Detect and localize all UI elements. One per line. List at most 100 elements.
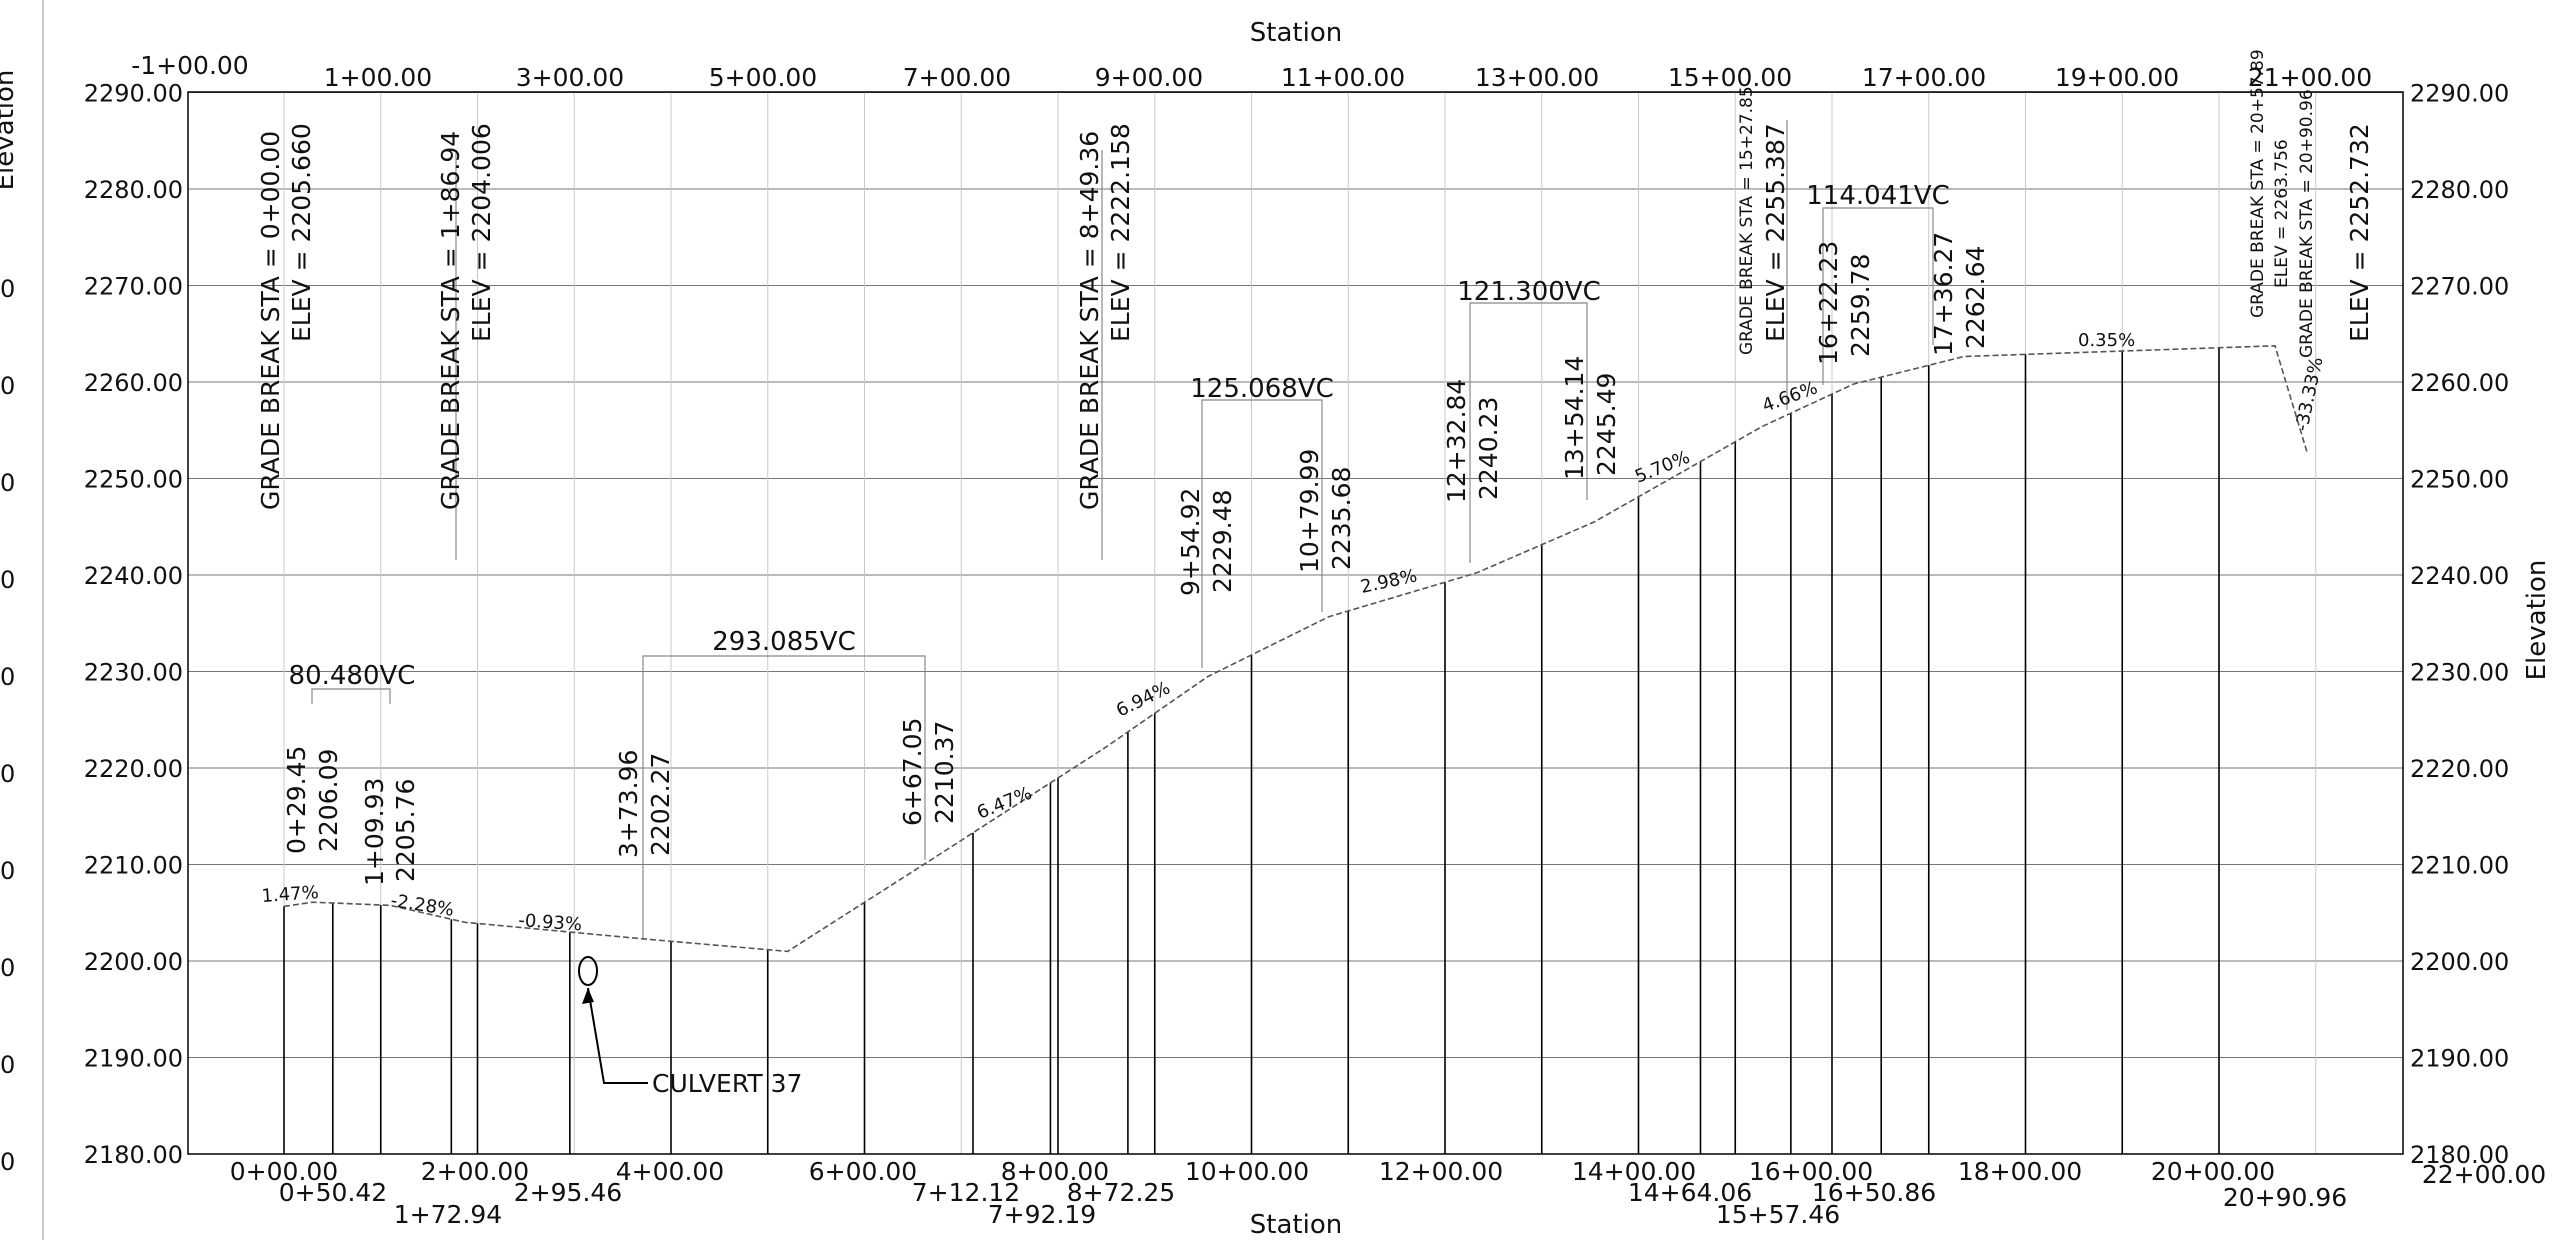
point-elev: 2229.48 (1208, 490, 1237, 593)
point-elev: 2245.49 (1592, 373, 1621, 476)
left-elevation-labels: 2290.00 2280.00 2270.00 2260.00 2250.00 2240.… (84, 80, 183, 1170)
point-station: 1+09.93 (360, 778, 389, 886)
top-station-label: 3+00.00 (516, 63, 624, 92)
grade-break-station: GRADE BREAK STA = 15+27.85 (1737, 86, 1757, 355)
bottom-station-label: 20+00.00 (2151, 1157, 2275, 1186)
vc-bracket-5 (1822, 207, 1934, 385)
bottom-station-label: 18+00.00 (1958, 1157, 2082, 1186)
vc-label: 114.041VC (1806, 181, 1949, 211)
grade-break-station: GRADE BREAK STA = 20+90.96 (2297, 89, 2317, 358)
left-elevation-label: 2230.00 (84, 659, 183, 687)
extra-station-label: 0+50.42 (279, 1178, 387, 1207)
right-elevation-label: 2270.00 (2410, 273, 2509, 301)
finished-grade-profile (283, 344, 2308, 953)
point-elev: 2202.27 (646, 753, 675, 856)
grade-labels: 1.47% -2.28% -0.93% 6.47% 6.94% 2.98% 5.… (261, 330, 2328, 935)
right-elevation-label: 2290.00 (2410, 80, 2509, 108)
left-edge-fragment: 0 (0, 275, 15, 303)
top-station-label: 11+00.00 (1281, 63, 1405, 92)
left-elevation-label: 2290.00 (84, 80, 183, 108)
vc-bracket-4 (1469, 302, 1588, 563)
point-station: 6+67.05 (898, 718, 927, 826)
top-station-label: 1+00.00 (324, 63, 432, 92)
grade-label: -0.93% (518, 910, 583, 935)
top-station-label: 21+00.00 (2248, 63, 2372, 92)
point-station: 12+32.84 (1442, 379, 1471, 503)
bottom-station-label: 22+00.00 (2422, 1160, 2546, 1189)
right-axis-title: Elevation (2522, 560, 2552, 681)
point-station: 17+36.27 (1929, 232, 1958, 356)
bottom-station-label: 6+00.00 (809, 1157, 917, 1186)
left-edge-fragment: 0 (0, 372, 15, 400)
grade-label: 6.94% (1113, 678, 1174, 722)
left-elevation-label: 2190.00 (84, 1045, 183, 1073)
vc-label: 121.300VC (1457, 277, 1600, 307)
extra-station-label: 20+90.96 (2223, 1183, 2347, 1212)
left-edge-fragment: 0 (0, 1051, 15, 1079)
grade-break-station: GRADE BREAK STA = 8+49.36 (1075, 131, 1104, 510)
plot-frame (187, 91, 2404, 1155)
extra-station-label: 7+92.19 (988, 1200, 1096, 1229)
grade-label: 4.66% (1760, 377, 1821, 416)
left-elevation-label: 2250.00 (84, 466, 183, 494)
left-edge-fragment: 0 (0, 760, 15, 788)
grade-break-elev: ELEV = 2205.660 (287, 123, 316, 342)
point-elev: 2262.64 (1961, 246, 1990, 349)
bottom-station-label: 0+00.00 (230, 1157, 338, 1186)
left-edge-fragment: 0 (0, 566, 15, 594)
culvert-leader (587, 987, 648, 1084)
top-station-label: 13+00.00 (1475, 63, 1599, 92)
point-station: 0+29.45 (282, 746, 311, 854)
extra-station-label: 2+95.46 (514, 1178, 622, 1207)
point-station: 3+73.96 (614, 750, 643, 858)
right-elevation-label: 2190.00 (2410, 1045, 2509, 1073)
point-station: 13+54.14 (1560, 356, 1589, 480)
right-elevation-labels: 2290.00 2280.00 2270.00 2260.00 2250.00 2240.… (2410, 80, 2509, 1170)
grade-break-station: GRADE BREAK STA = 1+86.94 (436, 131, 465, 510)
elevation-gridlines (188, 92, 2403, 1155)
left-elevation-label: 2260.00 (84, 369, 183, 397)
grade-label: -2.28% (389, 890, 455, 921)
left-elevation-label: 2240.00 (84, 562, 183, 590)
top-station-label: 19+00.00 (2055, 63, 2179, 92)
top-axis-title: Station (1250, 18, 1342, 48)
top-station-labels: -1+00.00 1+00.00 3+00.00 5+00.00 7+00.00… (131, 51, 2372, 92)
left-elevation-label: 2220.00 (84, 755, 183, 783)
vc-label: 125.068VC (1190, 374, 1333, 404)
left-edge-fragment: 0 (0, 663, 15, 691)
bottom-station-label: 2+00.00 (421, 1157, 529, 1186)
left-axis-title: Elevation (0, 70, 20, 191)
point-station: 10+79.99 (1295, 449, 1324, 573)
grade-break-station: GRADE BREAK STA = 20+57.89 (2248, 49, 2268, 318)
extra-station-label: 16+50.86 (1812, 1178, 1936, 1207)
point-elev: 2240.23 (1474, 397, 1503, 500)
point-elev: 2206.09 (314, 749, 343, 852)
point-station: 16+22.23 (1814, 241, 1843, 365)
vc-bracket-3 (1201, 399, 1323, 668)
grade-break-station: GRADE BREAK STA = 0+00.00 (256, 131, 285, 510)
left-edge-fragments: 0 0 0 0 0 0 0 0 0 0 (0, 275, 15, 1176)
bottom-station-label: 14+00.00 (1572, 1157, 1696, 1186)
top-station-label: 5+00.00 (709, 63, 817, 92)
bottom-station-label: 12+00.00 (1379, 1157, 1503, 1186)
grade-break-elev: ELEV = 2255.387 (1761, 123, 1790, 342)
grade-label: 1.47% (261, 882, 320, 907)
left-elevation-label: 2280.00 (84, 176, 183, 204)
bottom-station-label: 16+00.00 (1749, 1157, 1873, 1186)
left-edge-fragment: 0 (0, 954, 15, 982)
point-labels: 0+29.45 2206.09 1+09.93 2205.76 3+73.96 … (282, 232, 1990, 886)
bottom-station-label: 4+00.00 (616, 1157, 724, 1186)
vc-bracket-1 (311, 688, 391, 704)
left-elevation-label: 2200.00 (84, 948, 183, 976)
right-elevation-label: 2240.00 (2410, 562, 2509, 590)
left-edge-fragment: 0 (0, 469, 15, 497)
right-elevation-label: 2280.00 (2410, 176, 2509, 204)
right-elevation-label: 2210.00 (2410, 852, 2509, 880)
vc-label: 293.085VC (712, 627, 855, 657)
grade-break-labels: GRADE BREAK STA = 0+00.00 ELEV = 2205.66… (256, 49, 2374, 510)
extra-station-label: 1+72.94 (394, 1200, 502, 1229)
vc-label: 80.480VC (289, 661, 416, 691)
right-elevation-label: 2180.00 (2410, 1141, 2509, 1169)
right-elevation-label: 2220.00 (2410, 755, 2509, 783)
